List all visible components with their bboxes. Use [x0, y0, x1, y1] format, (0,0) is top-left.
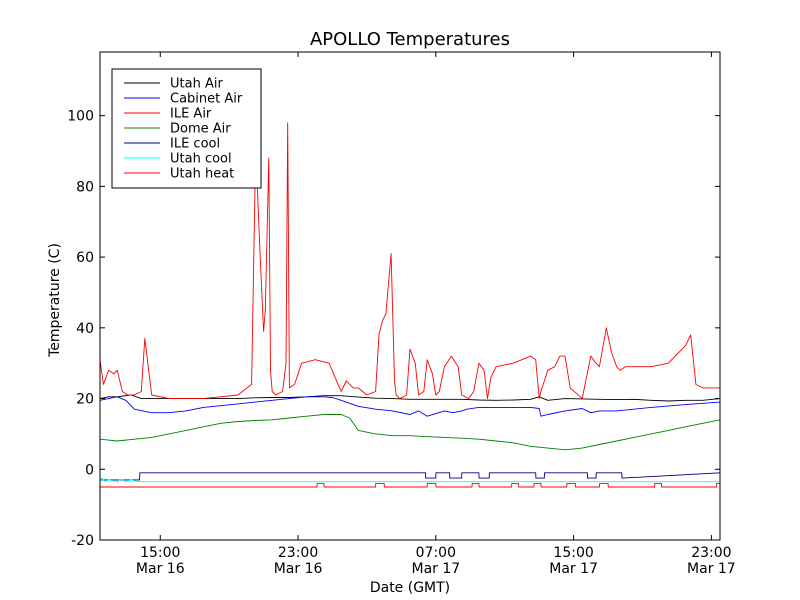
chart-title: APOLLO Temperatures [310, 29, 510, 50]
x-tick-label-time: 15:00 [553, 545, 593, 561]
y-tick-label: 40 [76, 321, 94, 337]
series-line-cabinet-air [100, 396, 720, 417]
y-tick-label: -20 [71, 533, 94, 549]
legend-label: ILE cool [170, 137, 220, 152]
y-axis-label: Temperature (C) [47, 243, 63, 358]
series-line-dome-air [100, 414, 720, 451]
y-tick-label: 60 [76, 250, 94, 266]
x-tick-label-date: Mar 16 [136, 561, 185, 577]
series-line-utah-air [100, 394, 720, 402]
legend-label: Utah Air [170, 77, 223, 92]
legend-label: Utah heat [170, 167, 234, 182]
y-tick-label: 20 [76, 392, 94, 408]
legend-label: ILE Air [170, 107, 212, 122]
x-tick-label-date: Mar 17 [549, 561, 598, 577]
legend-label: Dome Air [170, 122, 231, 137]
y-tick-label: 100 [67, 109, 94, 125]
x-axis-label: Date (GMT) [370, 580, 450, 596]
axes-layer [99, 51, 721, 541]
series-line-utah-heat [100, 482, 720, 488]
y-tick-label: 80 [76, 179, 94, 195]
x-tick-label-date: Mar 16 [274, 561, 323, 577]
y-tick-label: 0 [85, 462, 94, 478]
x-tick-label-date: Mar 17 [687, 561, 736, 577]
x-tick-label-time: 15:00 [140, 545, 180, 561]
x-tick-label-time: 07:00 [416, 545, 456, 561]
plot-frame [99, 51, 721, 541]
legend-label: Utah cool [170, 152, 232, 167]
x-tick-label-date: Mar 17 [411, 561, 460, 577]
x-tick-label-time: 23:00 [691, 545, 731, 561]
series-line-ile-cool [100, 472, 720, 481]
legend-label: Cabinet Air [170, 92, 243, 107]
series-line-utah-cool [100, 477, 720, 483]
x-tick-label-time: 23:00 [278, 545, 318, 561]
